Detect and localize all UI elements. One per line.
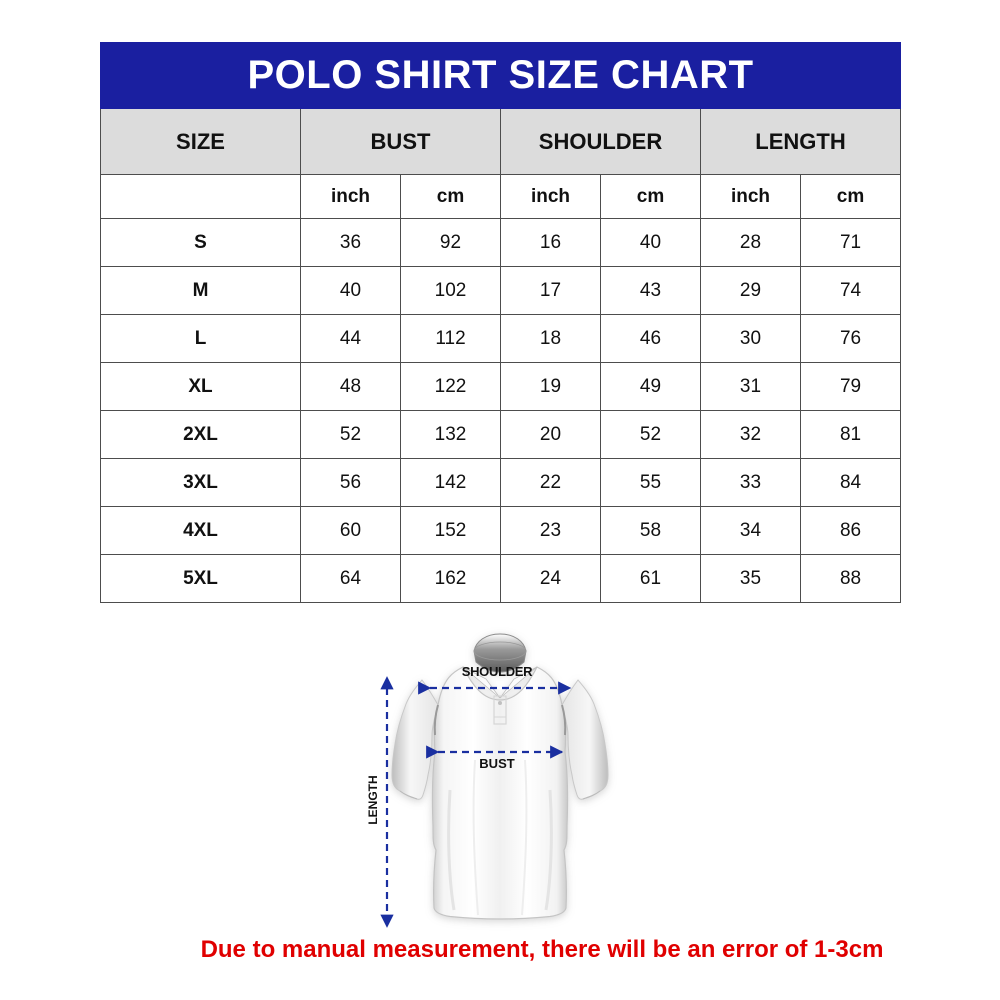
svg-text:SHOULDER: SHOULDER bbox=[462, 664, 533, 679]
svg-text:LENGTH: LENGTH bbox=[366, 775, 380, 824]
svg-text:BUST: BUST bbox=[479, 756, 514, 771]
